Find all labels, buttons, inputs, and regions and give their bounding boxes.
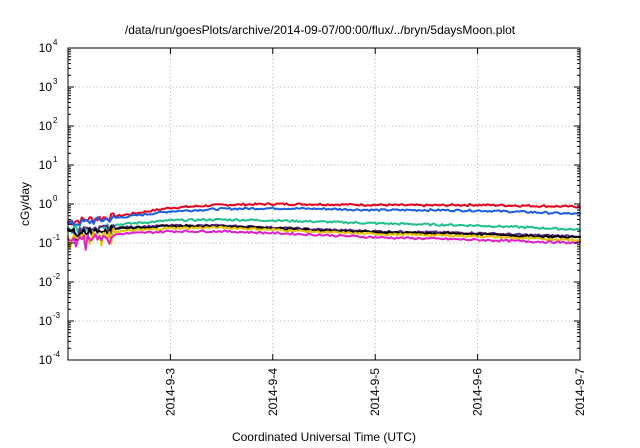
x-tick-label: 2014-9-7 — [573, 368, 587, 416]
y-tick-exponent: -4 — [53, 350, 61, 359]
chart-title: /data/run/goesPlots/archive/2014-09-07/0… — [125, 23, 516, 37]
y-tick-exponent: 1 — [53, 155, 58, 164]
series-line-6 — [67, 225, 581, 250]
x-tick-label: 2014-9-3 — [163, 368, 177, 416]
x-tick-label: 2014-9-6 — [471, 368, 485, 416]
y-tick-label: 10 — [39, 119, 53, 133]
y-tick-exponent: -2 — [53, 272, 61, 281]
series-line-1 — [67, 202, 581, 226]
y-tick-label: 10 — [39, 41, 53, 55]
y-tick-exponent: 2 — [53, 116, 58, 125]
grid-layer — [68, 48, 580, 360]
y-tick-label: 10 — [39, 80, 53, 94]
y-tick-exponent: 3 — [53, 77, 58, 86]
y-tick-exponent: 0 — [53, 194, 58, 203]
y-tick-label: 10 — [39, 197, 53, 211]
x-tick-label: 2014-9-5 — [368, 368, 382, 416]
y-tick-label: 10 — [39, 275, 53, 289]
series-line-7 — [67, 229, 581, 251]
y-tick-exponent: -3 — [53, 311, 61, 320]
series-line-2 — [67, 206, 581, 227]
y-axis-label: cGy/day — [18, 182, 32, 226]
x-axis-label: Coordinated Universal Time (UTC) — [232, 430, 416, 444]
x-tick-label: 2014-9-4 — [266, 368, 280, 416]
y-tick-label: 10 — [39, 158, 53, 172]
series-line-5 — [67, 224, 581, 241]
y-tick-label: 10 — [39, 314, 53, 328]
y-tick-label: 10 — [39, 236, 53, 250]
y-tick-exponent: -1 — [53, 233, 61, 242]
series-layer — [67, 202, 581, 251]
y-tick-label: 10 — [39, 353, 53, 367]
series-line-3 — [67, 217, 581, 234]
y-tick-exponent: 4 — [53, 38, 58, 47]
